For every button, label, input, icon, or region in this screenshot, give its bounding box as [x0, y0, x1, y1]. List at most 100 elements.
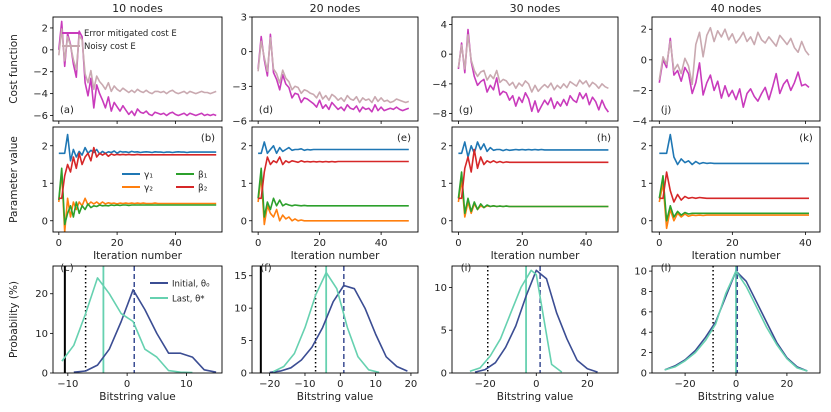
axes-frame [251, 126, 419, 233]
plot-area [658, 133, 809, 230]
y-tick-label: 0 [641, 55, 647, 66]
series-line [457, 33, 609, 93]
plot-area [257, 33, 410, 113]
x-tick-label: 10 [180, 379, 193, 390]
panel-label: (a) [60, 105, 74, 116]
y-tick-label: 1 [241, 179, 247, 190]
axes-frame [451, 265, 619, 374]
panel-title: 30 nodes [510, 2, 561, 15]
plot-area [58, 20, 217, 117]
x-axis-label: Bitstring value [297, 391, 373, 403]
panel-b: Parameter value Iteration number 2 1 00 20 40 (… [8, 126, 223, 262]
y-tick-label: 0 [441, 216, 447, 227]
series-line [658, 37, 810, 108]
plot-area [58, 133, 217, 232]
x-tick-label: 40 [799, 238, 812, 249]
panel-label: (c) [60, 263, 73, 274]
x-tick-label: 0 [255, 238, 261, 249]
series-line [58, 146, 217, 200]
y-tick-label: 0 [441, 369, 447, 380]
panel-title: 40 nodes [711, 2, 762, 15]
x-tick-label: 40 [580, 238, 593, 249]
legend-label: Noisy cost E [84, 42, 136, 52]
series-line [61, 277, 193, 373]
x-axis-label: Iteration number [291, 250, 381, 262]
y-axis-label: Probability (%) [8, 281, 20, 358]
series-line [257, 36, 410, 104]
x-axis-label: Iteration number [93, 250, 183, 262]
legend-label: γ₁ [144, 171, 153, 181]
y-tick-label: 0 [241, 216, 247, 227]
panel-label: (h) [597, 133, 611, 144]
series-line [58, 133, 217, 162]
y-tick-label: 3 [241, 13, 247, 24]
plot-area [469, 266, 598, 373]
axes-frame [52, 16, 223, 122]
y-tick-label: 0 [42, 45, 48, 56]
series-line [257, 175, 409, 226]
x-tick-label: 0 [533, 379, 539, 390]
y-tick-label: 10 [234, 304, 247, 315]
y-tick-label: 0 [441, 50, 447, 61]
x-tick-label: 20 [313, 238, 326, 249]
axes-frame [451, 16, 619, 122]
y-tick-label: −8 [432, 109, 447, 120]
y-tick-label: −4 [632, 117, 647, 128]
y-tick-label: 0 [241, 369, 247, 380]
y-tick-label: −4 [33, 89, 48, 100]
y-tick-label: 1 [641, 179, 647, 190]
y-tick-label: −4 [432, 79, 447, 90]
y-tick-label: −2 [632, 86, 647, 97]
x-tick-label: 20 [405, 379, 418, 390]
legend-label: β₂ [198, 184, 208, 194]
series-line [474, 269, 598, 373]
plot-area [658, 26, 810, 108]
y-tick-label: 4 [641, 328, 647, 339]
series-line [257, 167, 409, 218]
series-line [659, 133, 809, 166]
series-line [258, 141, 409, 155]
panel-label: (j) [661, 105, 672, 116]
plot-area [457, 141, 609, 218]
x-tick-label: 20 [726, 238, 739, 249]
y-axis-label: Parameter value [8, 136, 20, 223]
axes-frame [52, 265, 223, 374]
series-line [58, 171, 217, 232]
x-tick-label: −10 [57, 379, 78, 390]
x-axis-label: Bitstring value [698, 391, 774, 403]
panel-label: (e) [397, 133, 411, 144]
axes-frame [651, 126, 821, 233]
y-tick-label: −6 [232, 117, 247, 128]
y-tick-label: 2 [441, 141, 447, 152]
y-tick-label: 10 [35, 329, 48, 340]
y-tick-label: 5 [241, 336, 247, 347]
series-line [258, 156, 409, 200]
series-line [272, 271, 380, 373]
y-axis-label: Cost function [8, 34, 20, 104]
x-tick-label: 0 [455, 238, 461, 249]
y-tick-label: 2 [641, 348, 647, 359]
axes-frame [251, 16, 419, 122]
panel-e: Iteration number 2 1 00 20 40 (e) [241, 126, 419, 262]
panel-h: Iteration number 2 1 00 20 40 (h) [441, 126, 619, 262]
y-tick-label: 2 [241, 141, 247, 152]
axes-frame [52, 126, 223, 233]
plot-area [61, 266, 217, 373]
series-line [458, 148, 609, 200]
legend-label: Last, θ* [172, 295, 205, 305]
plot-area [257, 141, 409, 226]
panel-label: (b) [201, 133, 215, 144]
panel-j: 40 nodes 2 0 −2 −4 (j) [632, 2, 821, 128]
legend-label: Error mitigated cost E [84, 29, 177, 39]
x-tick-label: 0 [337, 379, 343, 390]
axes-frame [651, 16, 821, 122]
y-tick-label: 0 [641, 216, 647, 227]
series-line [664, 270, 808, 372]
series-line [457, 28, 610, 113]
panel-d: 20 nodes 3 0 −3 −6 (d) [232, 2, 419, 128]
x-tick-label: 0 [124, 379, 130, 390]
x-axis-label: Bitstring value [497, 391, 573, 403]
series-line [658, 26, 810, 86]
